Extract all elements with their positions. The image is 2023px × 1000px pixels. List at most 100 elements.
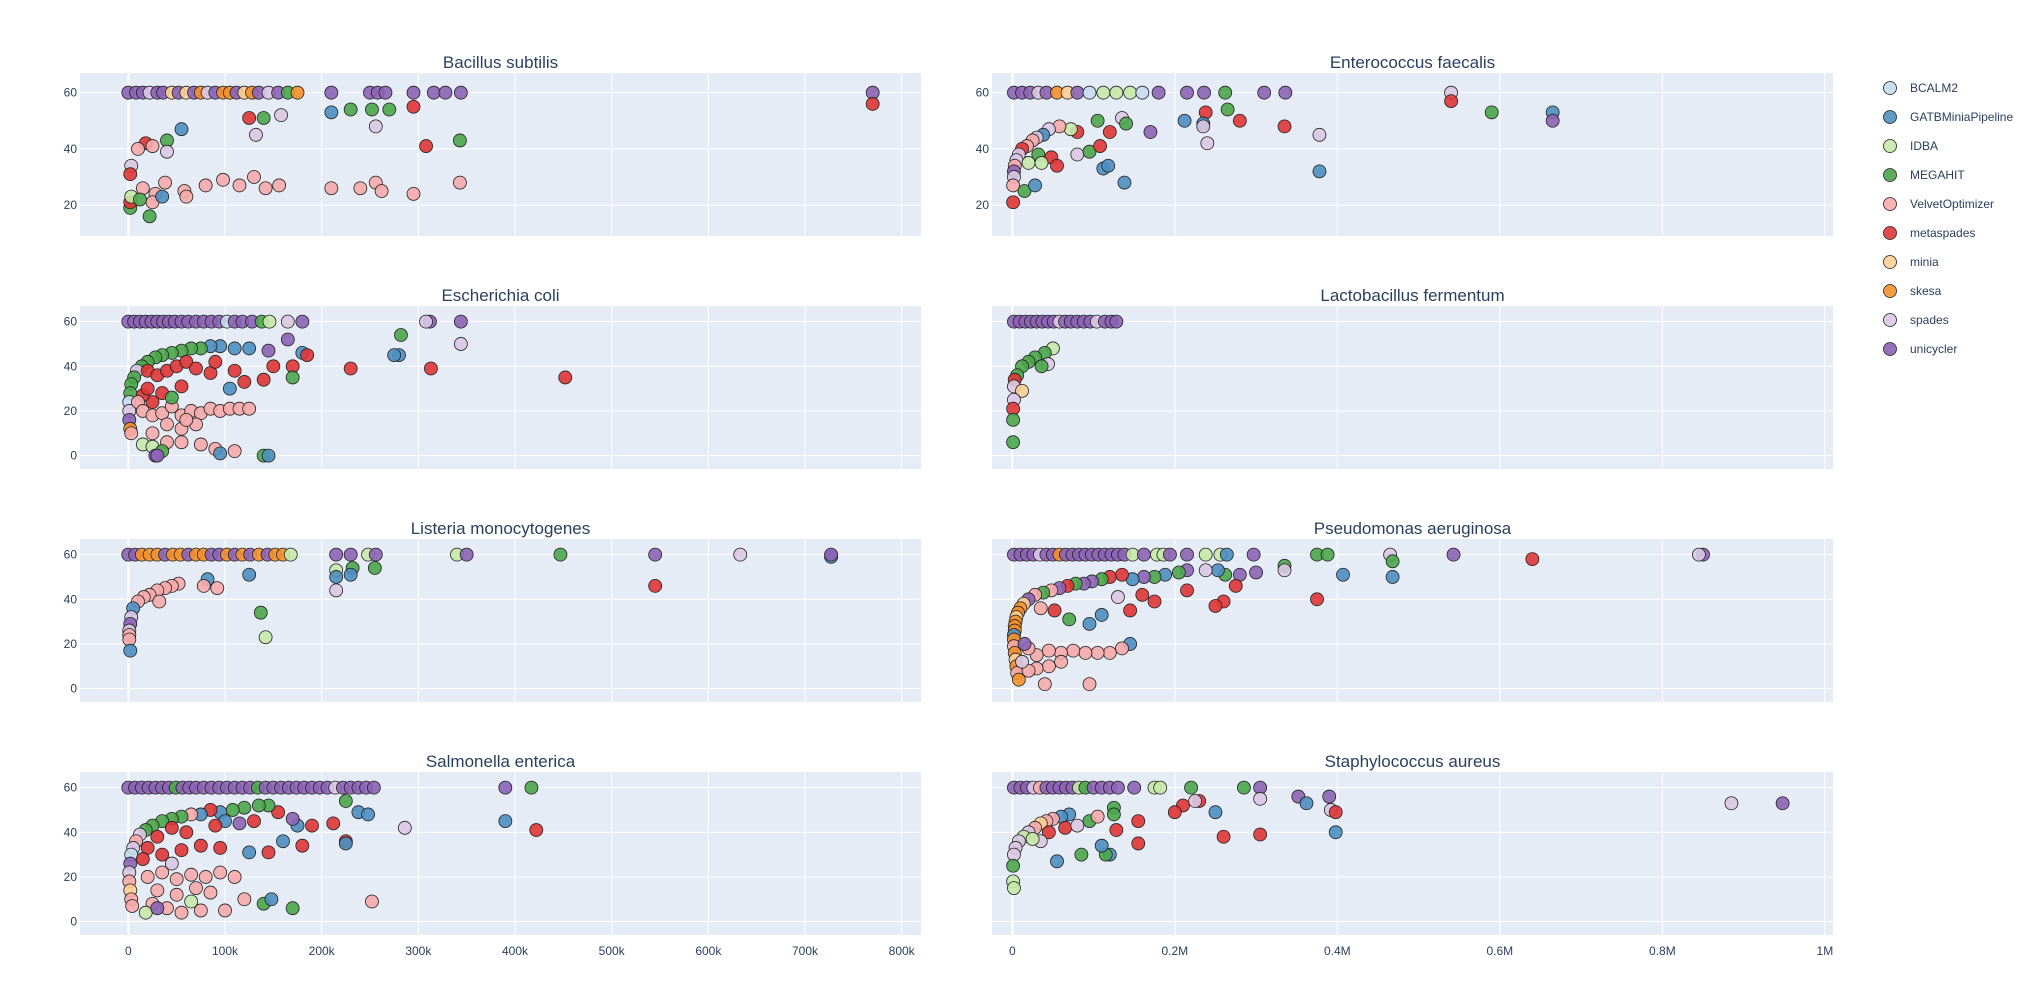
point-unicycler[interactable] <box>1111 780 1125 795</box>
point-metaspades[interactable] <box>648 578 663 593</box>
point-spades[interactable] <box>1070 818 1085 833</box>
point-unicycler[interactable] <box>1143 125 1158 139</box>
point-velvetoptimizer[interactable] <box>213 865 228 880</box>
point-idba[interactable] <box>1063 122 1078 137</box>
point-velvetoptimizer[interactable] <box>452 175 467 190</box>
point-metaspades[interactable] <box>189 361 203 376</box>
point-velvetoptimizer[interactable] <box>179 412 194 427</box>
point-unicycler[interactable] <box>1127 780 1142 795</box>
point-metaspades[interactable] <box>247 814 261 829</box>
point-megahit[interactable] <box>553 547 568 562</box>
point-metaspades[interactable] <box>343 361 358 376</box>
point-unicycler[interactable] <box>1180 85 1194 100</box>
point-spades[interactable] <box>249 127 263 142</box>
point-velvetoptimizer[interactable] <box>210 581 225 596</box>
point-spades[interactable] <box>1188 794 1203 808</box>
point-metaspades[interactable] <box>123 167 138 182</box>
point-megahit[interactable] <box>452 133 467 148</box>
point-unicycler[interactable] <box>648 547 663 562</box>
point-unicycler[interactable] <box>366 780 381 795</box>
point-metaspades[interactable] <box>1131 836 1146 851</box>
point-unicycler[interactable] <box>1278 85 1293 100</box>
legend-item-bcalm2[interactable]: BCALM2 <box>1883 81 1959 95</box>
point-metaspades[interactable] <box>174 379 189 394</box>
point-gatbminiapipeline[interactable] <box>343 567 358 582</box>
point-velvetoptimizer[interactable] <box>174 435 189 450</box>
point-metaspades[interactable] <box>1167 805 1182 820</box>
point-velvetoptimizer[interactable] <box>174 905 189 920</box>
point-metaspades[interactable] <box>295 838 310 853</box>
point-unicycler[interactable] <box>232 816 247 831</box>
point-idba[interactable] <box>1096 85 1111 100</box>
point-unicycler[interactable] <box>378 85 393 100</box>
point-gatbminiapipeline[interactable] <box>338 836 353 851</box>
point-megahit[interactable] <box>164 390 179 405</box>
point-gatbminiapipeline[interactable] <box>1208 805 1223 820</box>
legend-item-minia[interactable]: minia <box>1883 255 1940 269</box>
point-spades[interactable] <box>164 856 179 871</box>
point-metaspades[interactable] <box>164 820 179 835</box>
point-metaspades[interactable] <box>326 816 341 831</box>
point-spades[interactable] <box>1198 563 1213 578</box>
point-velvetoptimizer[interactable] <box>145 139 160 153</box>
point-unicycler[interactable] <box>1257 85 1272 100</box>
point-spades[interactable] <box>1070 147 1085 162</box>
point-metaspades[interactable] <box>300 348 315 363</box>
point-megahit[interactable] <box>1236 780 1251 795</box>
legend-item-metaspades[interactable]: metaspades <box>1883 226 1976 240</box>
point-bcalm2[interactable] <box>1082 85 1097 100</box>
point-idba[interactable] <box>1109 85 1124 100</box>
point-unicycler[interactable] <box>1197 85 1211 100</box>
point-gatbminiapipeline[interactable] <box>123 643 138 658</box>
point-unicycler[interactable] <box>1249 565 1263 580</box>
point-metaspades[interactable] <box>1228 578 1243 593</box>
point-unicycler[interactable] <box>295 314 310 329</box>
point-metaspades[interactable] <box>558 370 573 385</box>
point-velvetoptimizer[interactable] <box>247 170 261 184</box>
point-metaspades[interactable] <box>1147 594 1162 609</box>
point-metaspades[interactable] <box>1041 825 1056 840</box>
point-velvetoptimizer[interactable] <box>1041 643 1056 658</box>
point-metaspades[interactable] <box>193 838 208 853</box>
legend-item-spades[interactable]: spades <box>1883 313 1949 327</box>
point-velvetoptimizer[interactable] <box>196 578 211 593</box>
point-velvetoptimizer[interactable] <box>1090 645 1105 660</box>
point-metaspades[interactable] <box>155 847 170 862</box>
point-velvetoptimizer[interactable] <box>242 401 257 416</box>
point-megahit[interactable] <box>1062 612 1077 627</box>
point-spades[interactable] <box>274 108 288 123</box>
point-megahit[interactable] <box>394 328 408 342</box>
point-spades[interactable] <box>1724 796 1739 811</box>
point-megahit[interactable] <box>1484 105 1499 120</box>
point-velvetoptimizer[interactable] <box>365 894 379 909</box>
point-idba[interactable] <box>1021 156 1036 170</box>
point-velvetoptimizer[interactable] <box>152 594 167 609</box>
point-velvetoptimizer[interactable] <box>189 881 203 896</box>
point-idba[interactable] <box>1025 832 1040 846</box>
point-gatbminiapipeline[interactable] <box>1312 164 1327 179</box>
point-spades[interactable] <box>1692 547 1706 562</box>
legend-item-gatbminiapipeline[interactable]: GATBMiniaPipeline <box>1883 110 2014 124</box>
point-unicycler[interactable] <box>368 547 383 562</box>
point-unicycler[interactable] <box>1180 547 1194 562</box>
legend-item-idba[interactable]: IDBA <box>1883 139 1939 153</box>
point-metaspades[interactable] <box>1123 603 1138 618</box>
point-velvetoptimizer[interactable] <box>158 175 172 190</box>
point-idba[interactable] <box>283 547 298 562</box>
point-megahit[interactable] <box>1074 847 1089 862</box>
point-unicycler[interactable] <box>285 811 300 826</box>
point-velvetoptimizer[interactable] <box>1006 178 1021 193</box>
point-megahit[interactable] <box>253 605 268 620</box>
point-velvetoptimizer[interactable] <box>125 899 140 913</box>
point-megahit[interactable] <box>1171 565 1186 580</box>
point-gatbminiapipeline[interactable] <box>1336 567 1350 582</box>
point-spades[interactable] <box>368 119 383 134</box>
point-megahit[interactable] <box>1082 144 1097 159</box>
point-unicycler[interactable] <box>150 448 165 463</box>
point-velvetoptimizer[interactable] <box>1082 677 1097 692</box>
point-metaspades[interactable] <box>1093 139 1107 153</box>
point-idba[interactable] <box>138 905 153 920</box>
point-velvetoptimizer[interactable] <box>160 417 174 432</box>
point-unicycler[interactable] <box>1163 547 1177 562</box>
point-metaspades[interactable] <box>419 139 433 153</box>
